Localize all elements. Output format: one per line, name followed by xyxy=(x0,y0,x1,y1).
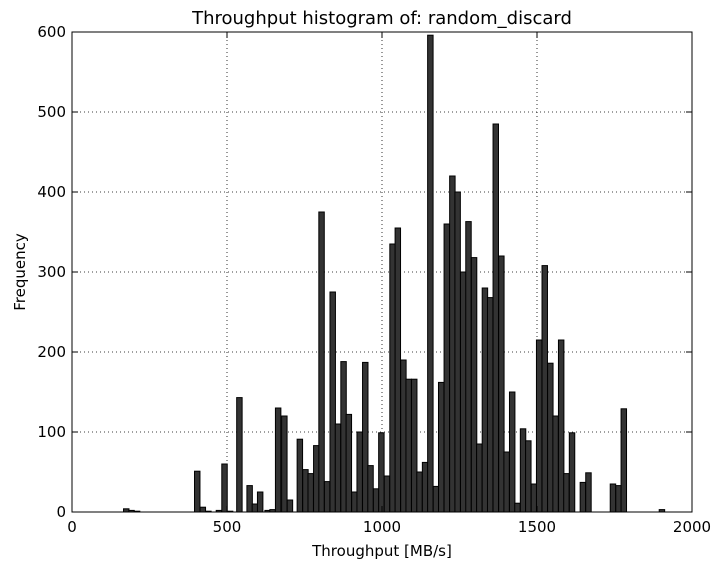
histogram-bar xyxy=(449,175,456,513)
histogram-bar xyxy=(459,271,467,513)
histogram-bar xyxy=(498,255,505,513)
histogram-bar xyxy=(389,243,396,513)
x-tick-label: 2000 xyxy=(673,518,711,536)
y-tick-label: 600 xyxy=(37,23,66,41)
histogram-bar xyxy=(286,499,294,513)
histogram-bar xyxy=(281,415,288,513)
histogram-bar xyxy=(432,485,440,513)
histogram-bar xyxy=(383,475,391,513)
histogram-bar xyxy=(236,397,243,513)
axis-ticks: 0 500 1000 1500 2000 0 100 200 300 400 500 600 xyxy=(37,23,711,536)
histogram-bar xyxy=(568,432,576,513)
histogram-bar xyxy=(492,123,499,513)
histogram-bar xyxy=(372,488,380,513)
histogram-bar xyxy=(557,339,565,513)
histogram-bar xyxy=(307,473,314,513)
histogram-bar xyxy=(530,483,538,513)
histogram-bar xyxy=(552,415,559,513)
histogram-bar xyxy=(296,438,304,513)
histogram-bar xyxy=(302,469,309,513)
histogram-bar xyxy=(443,223,451,513)
y-axis-label: Frequency xyxy=(11,233,29,311)
histogram-bar xyxy=(405,378,412,513)
histogram-bar xyxy=(221,463,228,513)
histogram-bar xyxy=(329,291,336,513)
x-tick-label: 500 xyxy=(213,518,242,536)
histogram-bar xyxy=(411,378,418,513)
histogram-bar xyxy=(470,257,478,513)
x-tick-label: 0 xyxy=(67,518,77,536)
histogram-bar xyxy=(334,423,342,513)
y-tick-label: 0 xyxy=(56,503,66,521)
histogram-bar xyxy=(563,473,570,513)
y-tick-label: 500 xyxy=(37,103,66,121)
histogram-bar xyxy=(340,361,347,513)
y-tick-label: 200 xyxy=(37,343,66,361)
x-tick-label: 1000 xyxy=(363,518,401,536)
histogram-bar xyxy=(246,485,253,513)
y-tick-label: 300 xyxy=(37,263,66,281)
x-axis-label: Throughput [MB/s] xyxy=(311,542,452,560)
histogram-bar xyxy=(199,506,207,513)
histogram-bar xyxy=(378,432,385,513)
histogram-bar xyxy=(609,483,617,513)
histogram-bar xyxy=(481,287,489,513)
histogram-bar xyxy=(427,34,434,513)
histogram-bar xyxy=(437,381,445,513)
histogram-bar xyxy=(345,413,353,513)
histogram-bar xyxy=(356,431,363,513)
histogram-bar xyxy=(416,471,423,513)
y-tick-label: 100 xyxy=(37,423,66,441)
histogram-bar xyxy=(579,481,587,513)
histogram-bar xyxy=(519,428,527,513)
histogram-bar xyxy=(256,491,264,513)
histogram-bar xyxy=(541,265,548,513)
y-tick-label: 400 xyxy=(37,183,66,201)
histogram-bar xyxy=(351,491,358,513)
histogram-bar xyxy=(585,472,592,513)
histogram-bar xyxy=(318,211,325,513)
histogram-bar xyxy=(514,502,521,513)
histogram-bar xyxy=(367,465,374,513)
histogram-bar xyxy=(486,297,494,513)
histogram-bar xyxy=(503,451,510,513)
grid-lines xyxy=(72,32,692,512)
histogram-bar xyxy=(362,361,369,513)
histogram-bar xyxy=(394,227,402,513)
histogram-bar xyxy=(454,191,461,513)
histogram-bar xyxy=(620,408,628,513)
histogram-bar xyxy=(323,481,331,513)
histogram-bar xyxy=(508,391,516,513)
histogram-bar xyxy=(547,362,554,513)
histogram-bar xyxy=(476,443,483,513)
histogram-bar xyxy=(274,407,282,513)
histogram-bar xyxy=(535,339,543,513)
x-tick-label: 1500 xyxy=(518,518,556,536)
histogram-bar xyxy=(615,485,622,513)
histogram-bar xyxy=(421,461,429,513)
histogram-bar xyxy=(251,503,259,513)
histogram-bar xyxy=(465,221,472,513)
chart-title: Throughput histogram of: random_discard xyxy=(191,8,572,29)
histogram-bar xyxy=(313,445,320,513)
histogram-bar xyxy=(400,359,407,513)
histogram-bar xyxy=(525,440,532,513)
histogram-bar xyxy=(194,470,201,513)
